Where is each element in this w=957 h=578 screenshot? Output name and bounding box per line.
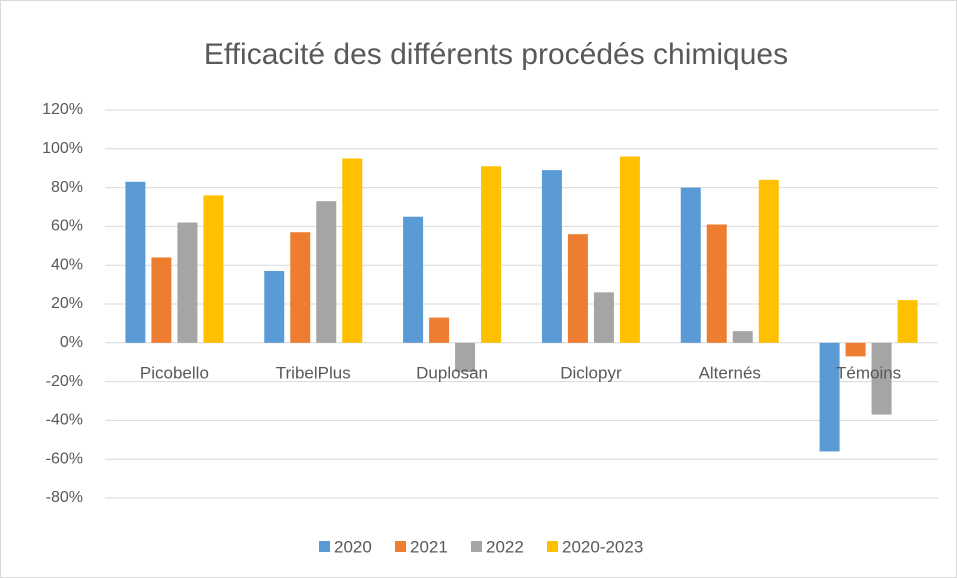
bar	[819, 342, 840, 452]
bar	[706, 224, 727, 343]
x-tick-label: Témoins	[836, 363, 901, 382]
bar	[203, 195, 224, 343]
x-tick-label: Picobello	[140, 363, 209, 382]
bar	[316, 201, 337, 343]
y-tick-label: 20%	[51, 295, 83, 312]
bar	[732, 331, 753, 343]
legend-swatch	[547, 541, 558, 552]
legend-swatch	[471, 541, 482, 552]
bar	[290, 232, 311, 343]
x-tick-label: TribelPlus	[276, 363, 351, 382]
bar	[403, 216, 424, 343]
chart-title: Efficacité des différents procédés chimi…	[204, 38, 788, 71]
bar	[481, 166, 502, 343]
bar	[619, 156, 640, 343]
x-tick-label: Diclopyr	[560, 363, 622, 382]
legend-label: 2022	[486, 537, 524, 556]
bar	[125, 181, 146, 343]
y-tick-label: -40%	[46, 412, 83, 429]
bar	[151, 257, 172, 343]
bar	[177, 222, 198, 343]
bar	[567, 234, 588, 343]
y-tick-label: 100%	[42, 140, 83, 157]
legend-swatch	[395, 541, 406, 552]
y-tick-label: 40%	[51, 256, 83, 273]
legend-label: 2020	[334, 537, 372, 556]
bar	[758, 179, 779, 343]
bar	[541, 170, 562, 343]
y-tick-label: 120%	[42, 101, 83, 118]
legend-label: 2021	[410, 537, 448, 556]
y-tick-label: -60%	[46, 450, 83, 467]
y-tick-label: 80%	[51, 179, 83, 196]
bar	[897, 300, 918, 343]
bar	[455, 342, 476, 372]
y-tick-label: -80%	[46, 489, 83, 506]
legend-label: 2020-2023	[562, 537, 643, 556]
y-tick-label: -20%	[46, 373, 83, 390]
bar	[680, 187, 701, 343]
bar	[264, 271, 285, 343]
x-tick-label: Duplosan	[416, 363, 488, 382]
bar	[845, 342, 866, 357]
x-tick-label: Alternés	[699, 363, 761, 382]
bar	[342, 158, 363, 343]
bar	[871, 342, 892, 415]
y-tick-label: 0%	[60, 334, 83, 351]
bar	[429, 317, 450, 343]
legend-swatch	[319, 541, 330, 552]
y-tick-label: 60%	[51, 218, 83, 235]
bar	[593, 292, 614, 343]
